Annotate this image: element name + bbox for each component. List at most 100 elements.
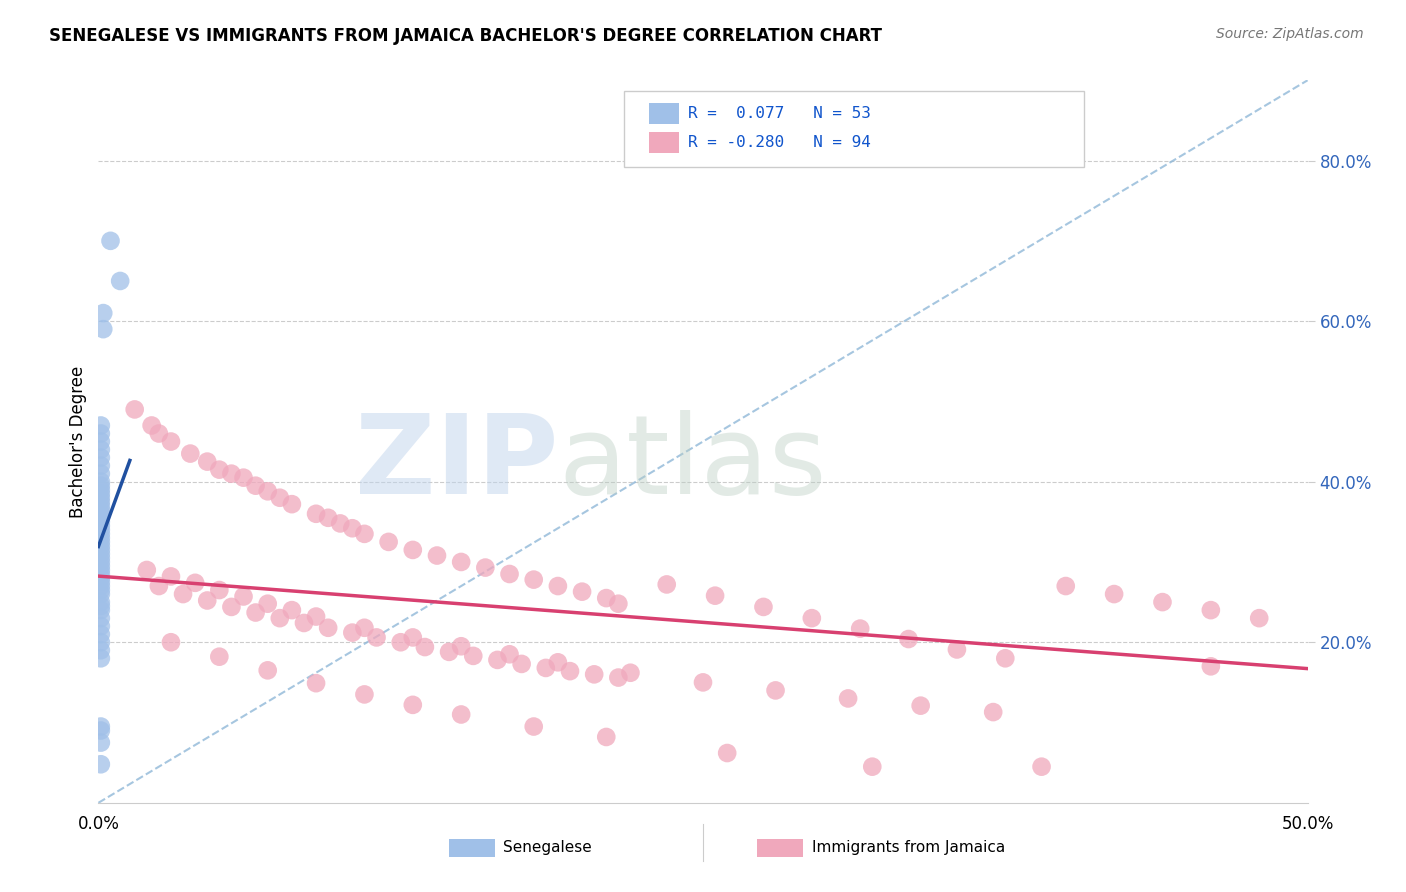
Point: [135, 563, 157, 577]
FancyBboxPatch shape: [449, 838, 495, 857]
Point: [353, 526, 375, 541]
Point: [90, 450, 112, 465]
Point: [704, 589, 727, 603]
Point: [837, 691, 859, 706]
Point: [90, 499, 112, 513]
Point: [994, 651, 1017, 665]
Point: [946, 642, 969, 657]
Point: [316, 621, 339, 635]
Point: [90, 418, 112, 433]
Point: [402, 631, 425, 645]
Point: [305, 507, 328, 521]
Point: [523, 573, 546, 587]
Point: [256, 597, 278, 611]
Point: [208, 462, 231, 476]
Point: [100, 234, 122, 248]
Point: [269, 491, 291, 505]
Point: [281, 603, 304, 617]
Text: R = -0.280   N = 94: R = -0.280 N = 94: [689, 135, 872, 150]
Point: [402, 542, 425, 557]
Point: [208, 649, 231, 664]
FancyBboxPatch shape: [758, 838, 803, 857]
Point: [90, 558, 112, 574]
Point: [90, 475, 112, 489]
Point: [1054, 579, 1077, 593]
Point: [1152, 595, 1174, 609]
Point: [221, 467, 243, 481]
Point: [571, 584, 593, 599]
Point: [90, 507, 112, 521]
Point: [498, 648, 520, 662]
Point: [90, 523, 112, 537]
Point: [413, 640, 436, 654]
Point: [90, 563, 112, 577]
Text: Source: ZipAtlas.com: Source: ZipAtlas.com: [1216, 27, 1364, 41]
Point: [108, 274, 131, 288]
Point: [160, 434, 183, 449]
Point: [90, 583, 112, 598]
Point: [800, 611, 823, 625]
Point: [426, 549, 449, 563]
Point: [160, 635, 183, 649]
Point: [450, 639, 472, 653]
Point: [353, 687, 375, 701]
Point: [765, 683, 787, 698]
Point: [90, 723, 112, 738]
Point: [463, 648, 485, 663]
Point: [221, 599, 243, 614]
Point: [90, 599, 112, 614]
Point: [124, 402, 146, 417]
Point: [292, 615, 315, 630]
Point: [981, 705, 1004, 719]
Point: [595, 730, 617, 744]
Point: [90, 502, 112, 516]
Point: [90, 579, 112, 593]
Point: [558, 664, 581, 678]
Point: [389, 635, 412, 649]
Point: [184, 575, 207, 590]
Point: [232, 590, 254, 604]
Point: [716, 746, 738, 760]
Point: [245, 478, 267, 492]
Point: [90, 426, 112, 441]
Point: [90, 478, 112, 492]
Point: [329, 516, 352, 531]
Point: [90, 518, 112, 533]
FancyBboxPatch shape: [648, 132, 679, 153]
Point: [90, 515, 112, 529]
Point: [172, 587, 194, 601]
Point: [160, 569, 183, 583]
Text: SENEGALESE VS IMMIGRANTS FROM JAMAICA BACHELOR'S DEGREE CORRELATION CHART: SENEGALESE VS IMMIGRANTS FROM JAMAICA BA…: [49, 27, 882, 45]
Point: [90, 550, 112, 566]
Text: R =  0.077   N = 53: R = 0.077 N = 53: [689, 106, 872, 121]
Point: [90, 757, 112, 772]
Point: [90, 567, 112, 582]
Point: [195, 454, 218, 469]
Point: [90, 603, 112, 617]
Point: [897, 632, 920, 646]
Point: [90, 458, 112, 473]
Point: [90, 442, 112, 457]
Point: [208, 583, 231, 598]
Point: [547, 579, 569, 593]
Point: [353, 621, 375, 635]
Point: [366, 631, 388, 645]
Point: [1249, 611, 1271, 625]
Point: [437, 645, 460, 659]
Point: [90, 619, 112, 633]
Point: [583, 667, 606, 681]
Point: [860, 760, 883, 774]
Point: [91, 322, 114, 336]
Point: [90, 611, 112, 625]
Point: [607, 597, 630, 611]
Point: [534, 661, 557, 675]
FancyBboxPatch shape: [624, 91, 1084, 167]
Point: [523, 719, 546, 733]
Point: [90, 719, 112, 733]
Point: [607, 671, 630, 685]
Point: [547, 655, 569, 669]
Point: [1031, 760, 1053, 774]
Point: [90, 574, 112, 589]
Point: [450, 707, 472, 722]
Point: [141, 418, 163, 433]
